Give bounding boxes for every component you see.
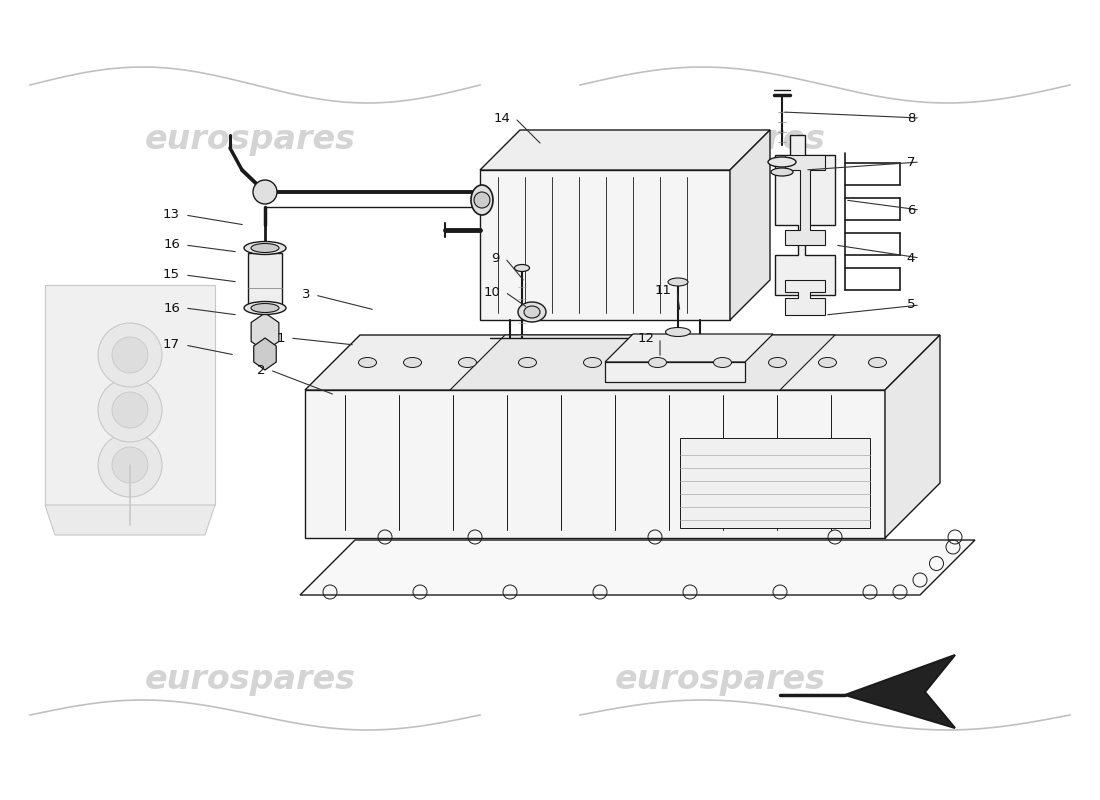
Ellipse shape bbox=[251, 303, 279, 313]
Text: 9: 9 bbox=[492, 251, 500, 265]
Polygon shape bbox=[730, 130, 770, 320]
Bar bbox=[248, 253, 282, 305]
Text: 13: 13 bbox=[163, 209, 180, 222]
Circle shape bbox=[98, 433, 162, 497]
Ellipse shape bbox=[459, 358, 476, 367]
Circle shape bbox=[98, 323, 162, 387]
Polygon shape bbox=[776, 135, 835, 295]
Polygon shape bbox=[300, 540, 975, 595]
Text: 1: 1 bbox=[276, 331, 285, 345]
Polygon shape bbox=[480, 170, 730, 320]
Ellipse shape bbox=[524, 306, 540, 318]
Text: eurospares: eurospares bbox=[615, 663, 825, 697]
Ellipse shape bbox=[869, 358, 887, 367]
Ellipse shape bbox=[649, 358, 667, 367]
Text: 12: 12 bbox=[638, 331, 654, 345]
Text: 17: 17 bbox=[163, 338, 180, 351]
Text: 10: 10 bbox=[483, 286, 500, 298]
Ellipse shape bbox=[471, 185, 493, 215]
Ellipse shape bbox=[583, 358, 602, 367]
Polygon shape bbox=[785, 280, 825, 315]
Ellipse shape bbox=[518, 302, 546, 322]
Ellipse shape bbox=[769, 358, 786, 367]
Text: 16: 16 bbox=[163, 302, 180, 314]
Circle shape bbox=[112, 337, 148, 373]
Text: 7: 7 bbox=[906, 155, 915, 169]
Polygon shape bbox=[605, 362, 745, 382]
Text: 16: 16 bbox=[163, 238, 180, 251]
Text: 11: 11 bbox=[654, 283, 672, 297]
Text: 15: 15 bbox=[163, 269, 180, 282]
Text: 3: 3 bbox=[301, 289, 310, 302]
Circle shape bbox=[112, 392, 148, 428]
Circle shape bbox=[474, 192, 490, 208]
Polygon shape bbox=[305, 335, 940, 390]
Circle shape bbox=[98, 378, 162, 442]
Circle shape bbox=[112, 447, 148, 483]
Text: eurospares: eurospares bbox=[144, 663, 355, 697]
Polygon shape bbox=[605, 334, 773, 362]
Polygon shape bbox=[845, 655, 955, 728]
Ellipse shape bbox=[251, 243, 279, 253]
Polygon shape bbox=[254, 338, 276, 370]
Ellipse shape bbox=[359, 358, 376, 367]
Polygon shape bbox=[785, 155, 825, 245]
Polygon shape bbox=[680, 438, 870, 528]
Polygon shape bbox=[450, 335, 835, 390]
Ellipse shape bbox=[666, 327, 691, 337]
Polygon shape bbox=[886, 335, 940, 538]
Ellipse shape bbox=[244, 242, 286, 254]
Ellipse shape bbox=[818, 358, 836, 367]
Ellipse shape bbox=[515, 265, 529, 271]
Text: 5: 5 bbox=[906, 298, 915, 311]
Text: 14: 14 bbox=[493, 111, 510, 125]
Ellipse shape bbox=[768, 157, 796, 167]
Ellipse shape bbox=[404, 358, 421, 367]
Polygon shape bbox=[251, 313, 279, 351]
Polygon shape bbox=[305, 390, 886, 538]
Text: 2: 2 bbox=[256, 363, 265, 377]
Ellipse shape bbox=[668, 278, 688, 286]
Text: 4: 4 bbox=[906, 251, 915, 265]
Ellipse shape bbox=[771, 168, 793, 176]
Polygon shape bbox=[45, 285, 214, 505]
Circle shape bbox=[253, 180, 277, 204]
Text: 8: 8 bbox=[906, 111, 915, 125]
Ellipse shape bbox=[714, 358, 732, 367]
Text: 6: 6 bbox=[906, 203, 915, 217]
Polygon shape bbox=[480, 130, 770, 170]
Ellipse shape bbox=[244, 302, 286, 314]
Polygon shape bbox=[45, 505, 214, 535]
Text: eurospares: eurospares bbox=[144, 123, 355, 157]
Ellipse shape bbox=[518, 358, 537, 367]
Text: eurospares: eurospares bbox=[615, 123, 825, 157]
